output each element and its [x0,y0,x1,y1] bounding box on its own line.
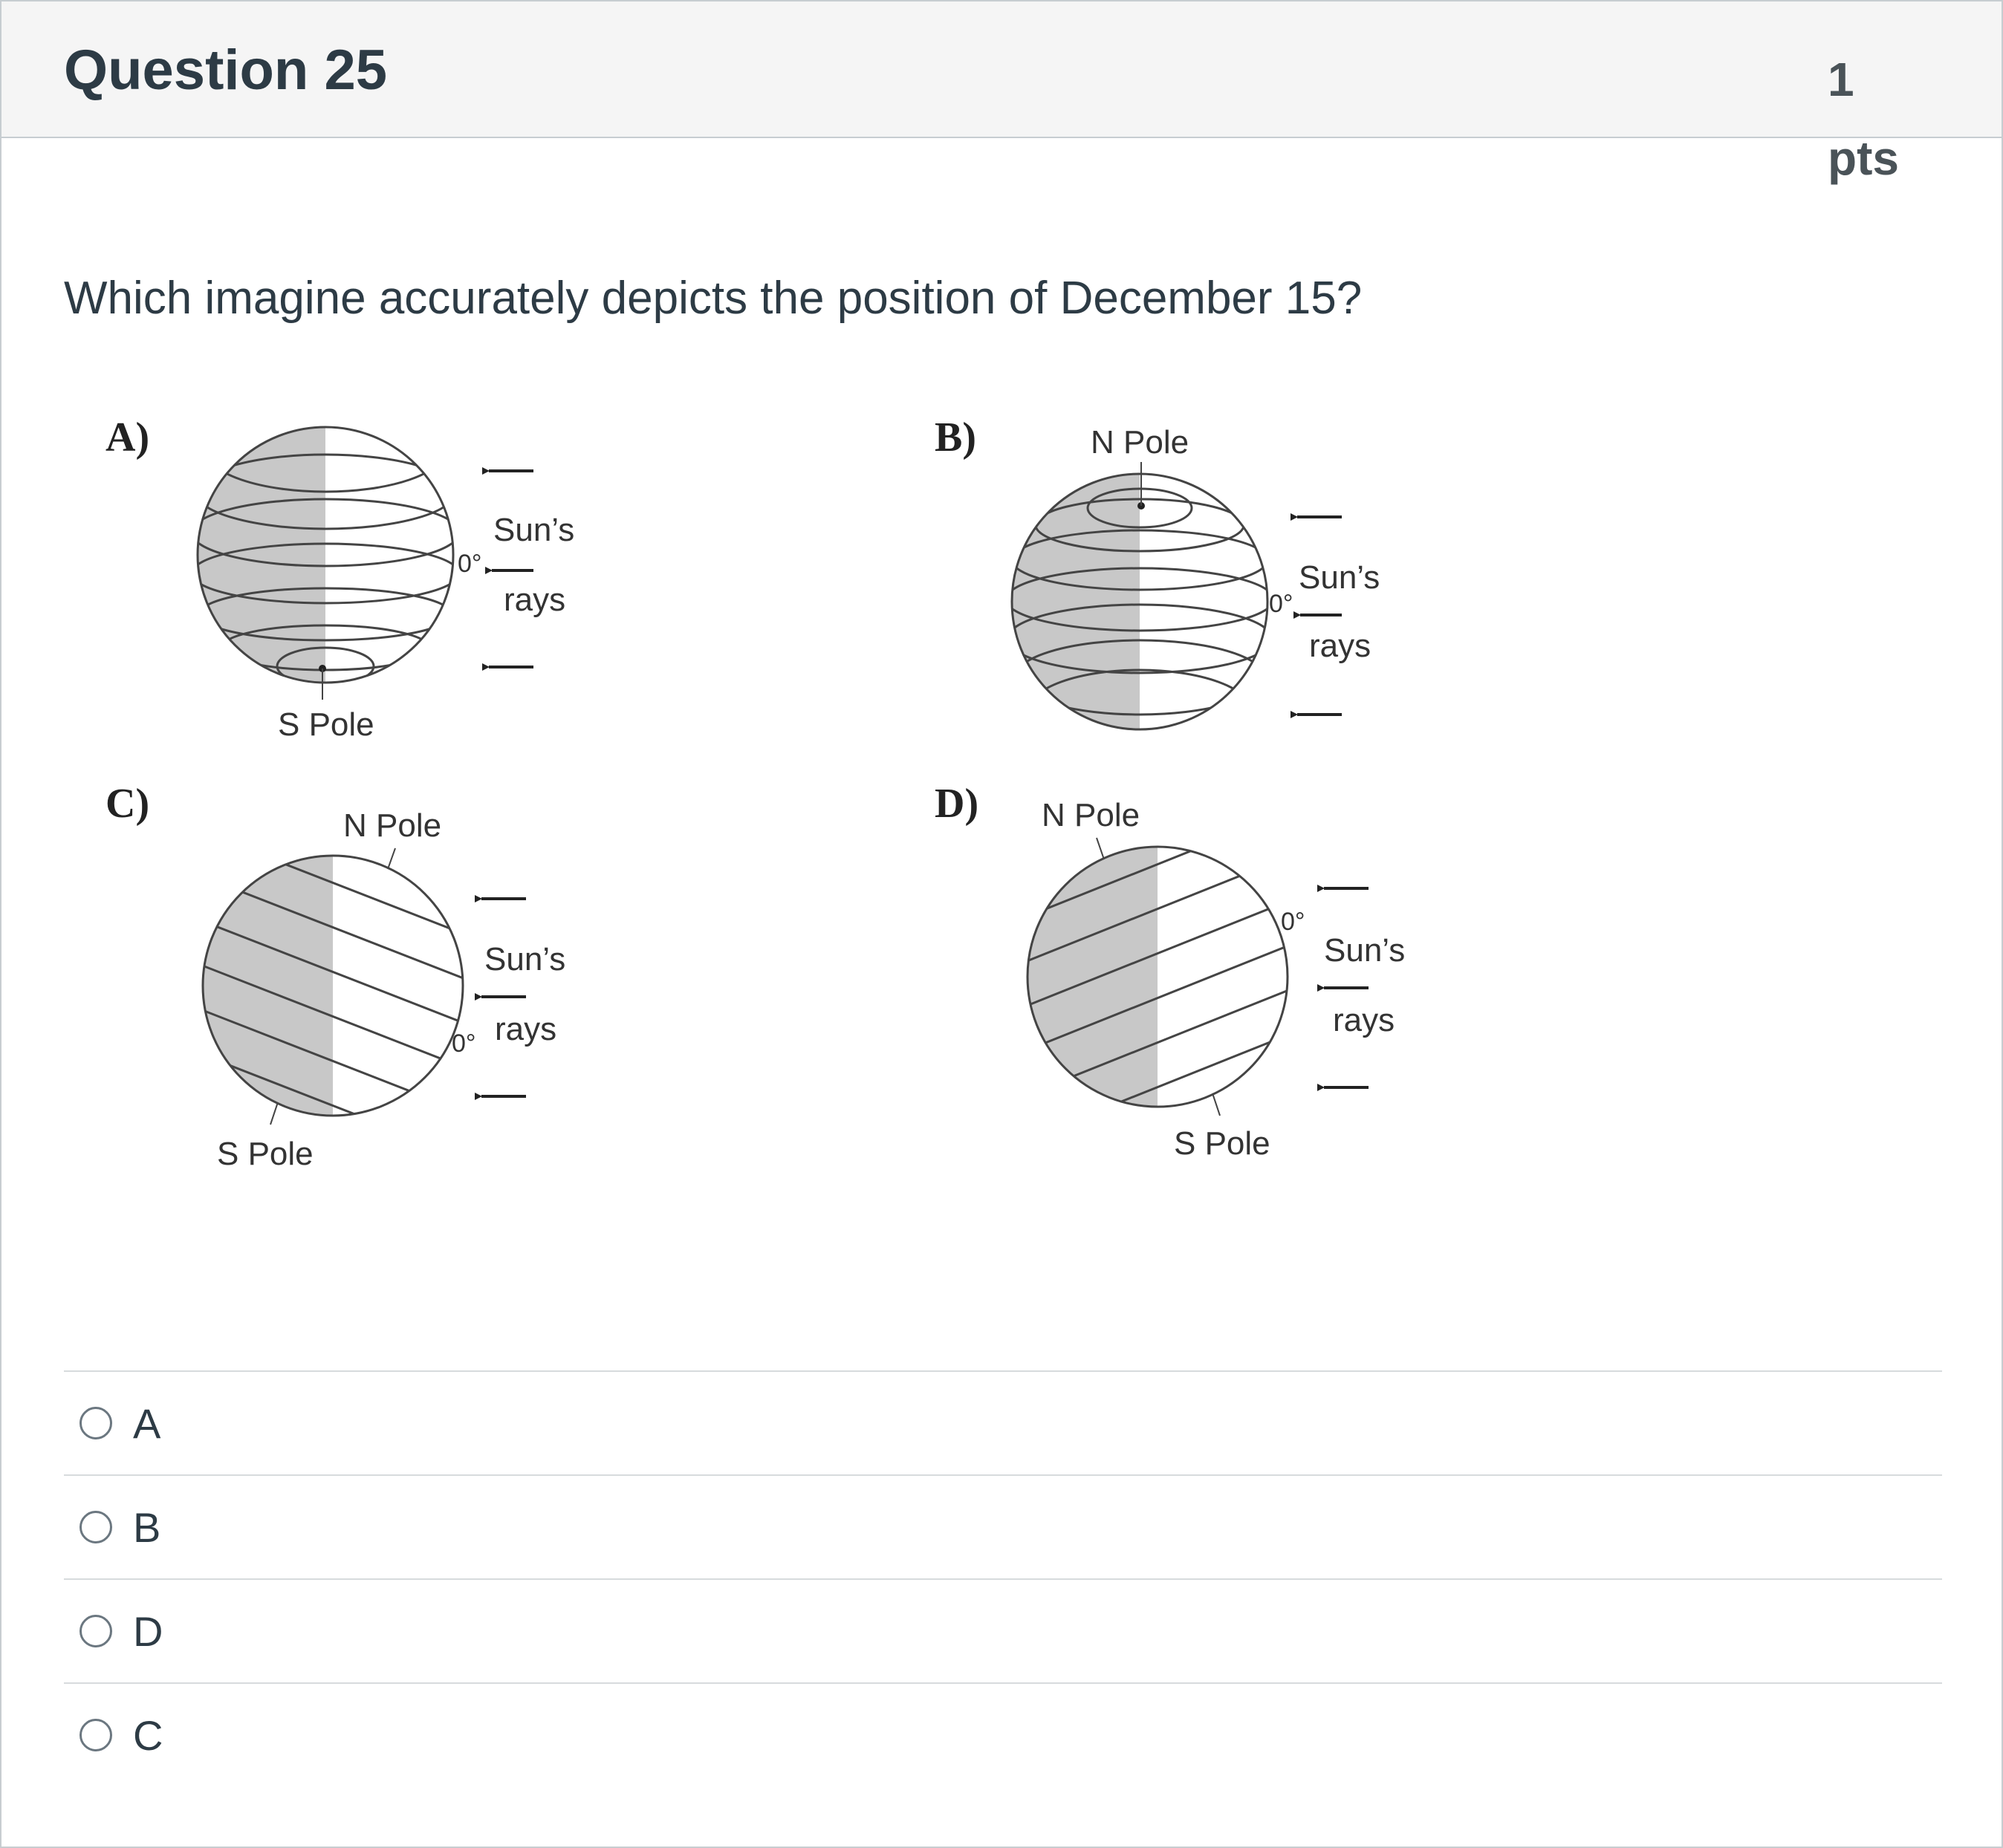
radio-button-a[interactable] [79,1407,112,1439]
option-c-n-pole-label: N Pole [343,807,441,844]
option-c-equator-label: 0° [452,1029,476,1058]
option-d-s-pole-label: S Pole [1174,1125,1270,1162]
answer-option-d[interactable]: D [64,1578,1942,1682]
option-a-sun-arrows [482,467,533,671]
option-d-sun-arrows [1317,885,1369,1091]
seasons-figure: A) S Pole 0° Sun’s rays [105,414,1405,1172]
answer-label-d: D [133,1607,163,1655]
question-text: Which imagine accurately depicts the pos… [64,273,1363,324]
option-b-letter: B) [935,414,976,461]
option-c-diagram: C) N Pole S Pole 0° Sun’s [105,781,565,1172]
answer-label-b: B [133,1503,161,1551]
option-a-letter: A) [105,414,149,461]
option-d-equator-label: 0° [1281,908,1305,936]
radio-button-b[interactable] [79,1511,112,1543]
answer-option-a[interactable]: A [64,1370,1942,1474]
answer-option-c[interactable]: C [64,1682,1942,1786]
option-d-n-pole-label: N Pole [1042,797,1140,833]
option-d-sun-label-1: Sun’s [1324,932,1405,969]
option-c-sun-label-1: Sun’s [484,941,565,977]
option-b-sun-label-2: rays [1309,628,1371,664]
answer-label-a: A [133,1399,161,1447]
option-b-diagram: B) N Pole 0° Sun’s rays [935,414,1380,731]
question-points: 1 pts [1828,40,1947,198]
option-b-n-pole-label: N Pole [1091,424,1189,461]
option-b-sun-arrows [1291,513,1342,718]
question-title: Question 25 [64,39,387,102]
option-b-globe [1012,474,1267,729]
option-d-globe [1028,847,1288,1107]
radio-button-d[interactable] [79,1615,112,1647]
option-c-letter: C) [105,781,149,827]
radio-button-c[interactable] [79,1719,112,1751]
option-d-letter: D) [935,781,978,827]
points-unit: pts [1828,131,1899,185]
option-a-sun-label-2: rays [504,582,565,618]
points-value: 1 [1828,53,1854,106]
answer-label-c: C [133,1711,163,1759]
question-header: Question 25 1 pts [1,1,2002,185]
option-b-equator-label: 0° [1269,590,1293,618]
option-d-sun-label-2: rays [1333,1002,1395,1038]
option-a-s-pole-label: S Pole [278,706,374,743]
answer-option-b[interactable]: B [64,1474,1942,1578]
option-c-s-pole-label: S Pole [217,1136,314,1172]
option-a-sun-label-1: Sun’s [493,512,574,548]
option-c-sun-label-2: rays [495,1011,556,1047]
option-a-equator-label: 0° [458,550,482,578]
option-d-diagram: D) N Pole S Pole 0° Sun’s [935,781,1405,1162]
answer-list: A B D C [64,1370,1942,1786]
option-b-sun-label-1: Sun’s [1299,559,1380,596]
option-a-diagram: A) S Pole 0° Sun’s rays [105,414,574,743]
option-c-sun-arrows [475,895,526,1100]
option-a-globe [198,427,453,683]
